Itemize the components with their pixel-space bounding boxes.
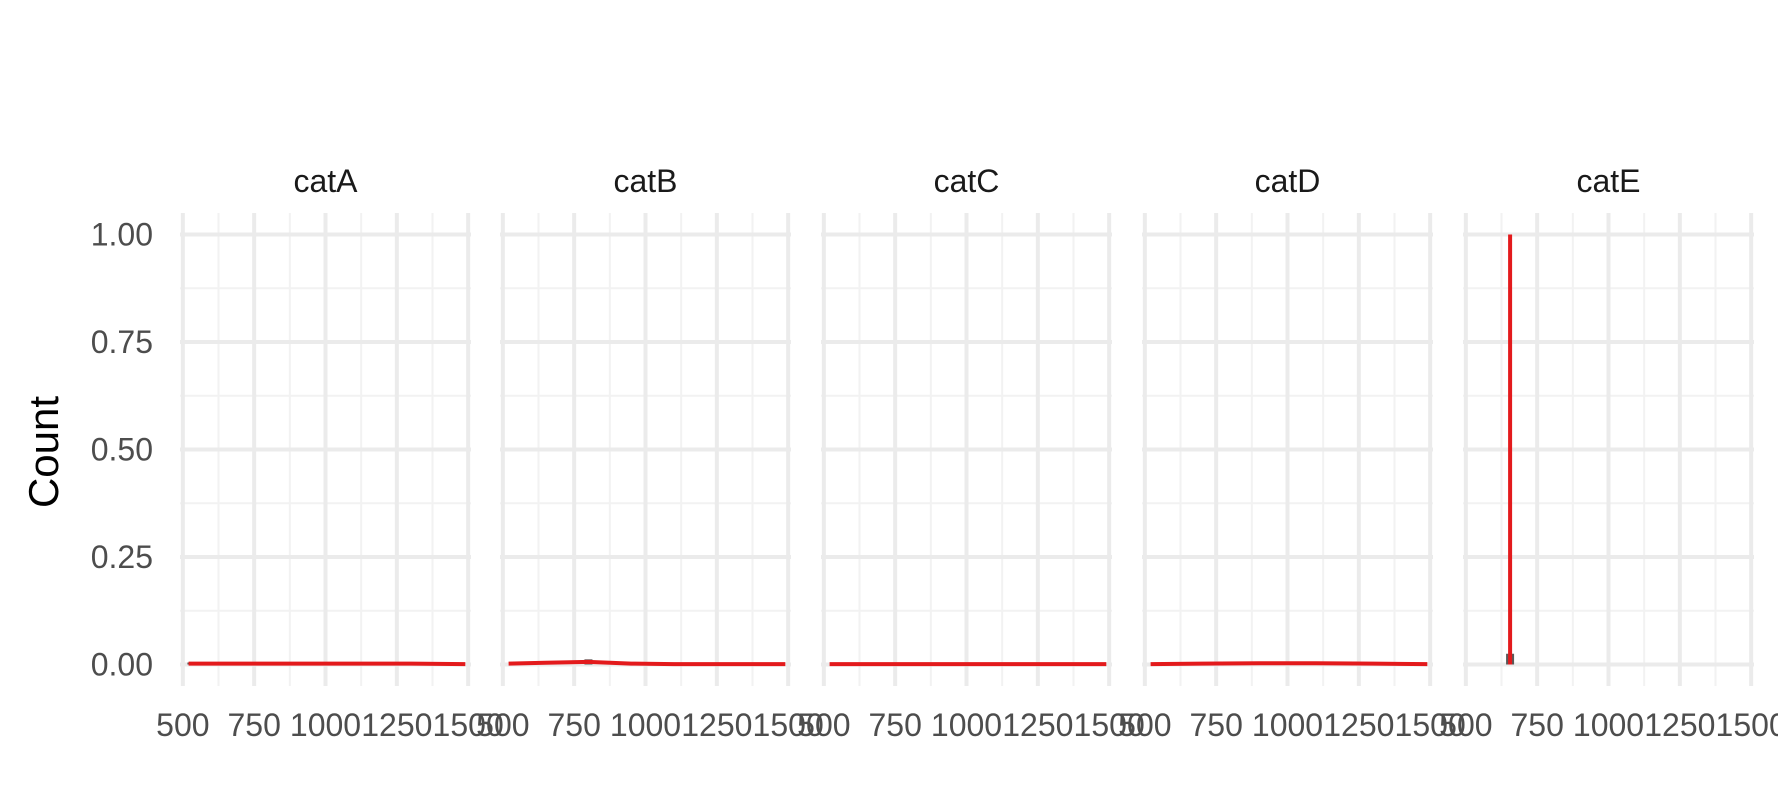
y-tick-label: 0.75 [91,324,153,360]
x-tick-label: 750 [227,707,280,743]
facet-panel-catA: catA 500 750 1000 1250 1500 [156,163,504,743]
facet-strip-label: catA [293,163,358,199]
facet-strip-label: catE [1576,163,1640,199]
facet-strip-label: catD [1255,163,1321,199]
x-tick-label: 500 [476,707,529,743]
x-tick-label: 750 [1189,707,1242,743]
facet-strip-label: catC [934,163,1000,199]
x-tick-label: 750 [868,707,921,743]
facet-strip-label: catB [613,163,677,199]
x-tick-label: 1250 [681,707,752,743]
x-tick-label: 500 [1439,707,1492,743]
x-tick-label: 500 [1118,707,1171,743]
y-axis-label: Count [20,396,67,508]
y-axis-ticks: 0.00 0.25 0.50 0.75 1.00 [91,217,153,683]
x-tick-label: 500 [156,707,209,743]
x-tick-label: 1000 [1252,707,1323,743]
facet-panel-catB: catB 500 750 1000 1250 1500 [476,163,824,743]
x-tick-label: 1250 [1323,707,1394,743]
x-tick-label: 1500 [1716,707,1778,743]
x-tick-label: 1000 [290,707,361,743]
x-tick-label: 1500 [753,707,824,743]
facet-panel-catD: catD 500 750 1000 1250 1500 [1118,163,1466,743]
x-tick-label: 1500 [433,707,504,743]
x-tick-label: 1250 [1002,707,1073,743]
x-tick-label: 750 [1510,707,1563,743]
x-tick-label: 1000 [610,707,681,743]
x-tick-label: 1000 [931,707,1002,743]
density-line [188,661,466,667]
y-tick-label: 0.00 [91,647,153,683]
x-tick-label: 1500 [1074,707,1145,743]
x-tick-label: 1250 [1644,707,1715,743]
y-tick-label: 1.00 [91,217,153,253]
x-tick-label: 500 [797,707,850,743]
x-tick-label: 1250 [361,707,432,743]
x-tick-label: 1500 [1395,707,1466,743]
facet-panel-catE: catE 500 750 1000 1250 1500 [1439,163,1778,743]
density-line [508,659,786,667]
density-line [1150,661,1428,667]
y-tick-label: 0.50 [91,432,153,468]
x-tick-label: 750 [547,707,600,743]
y-tick-label: 0.25 [91,539,153,575]
facet-panel-catC: catC 500 750 1000 1250 1500 [797,163,1145,743]
x-tick-label: 1000 [1573,707,1644,743]
